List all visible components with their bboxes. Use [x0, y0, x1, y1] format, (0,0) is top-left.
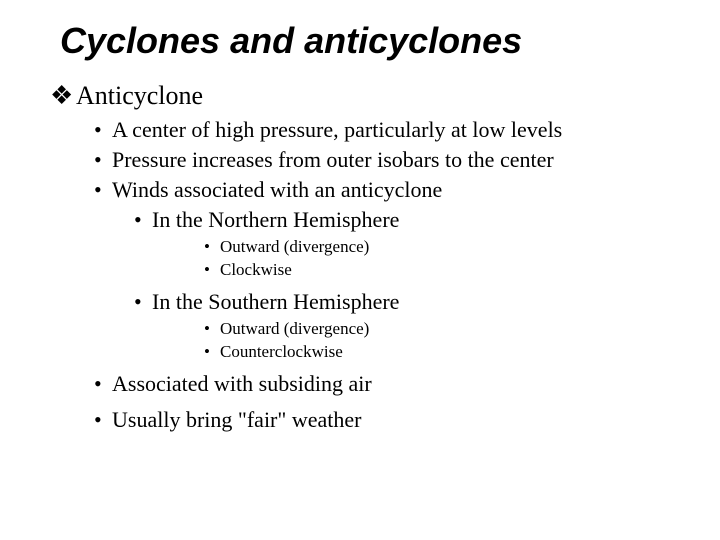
bullet-icon: •: [204, 260, 220, 280]
level4-text: Outward (divergence): [220, 319, 369, 338]
level2-text: Pressure increases from outer isobars to…: [112, 147, 554, 172]
bullet-icon: •: [94, 177, 112, 203]
level2-text: Winds associated with an anticyclone: [112, 177, 442, 202]
level2-text: Associated with subsiding air: [112, 371, 372, 396]
level3-text: In the Southern Hemisphere: [152, 289, 399, 314]
level2-text: Usually bring "fair" weather: [112, 407, 362, 432]
bullet-icon: •: [204, 237, 220, 257]
level3-item: •In the Northern Hemisphere: [134, 207, 680, 233]
level3-text: In the Northern Hemisphere: [152, 207, 399, 232]
level4-item: •Counterclockwise: [204, 342, 680, 362]
level2-text: A center of high pressure, particularly …: [112, 117, 562, 142]
diamond-bullet-icon: ❖: [50, 80, 76, 111]
level4-item: •Outward (divergence): [204, 237, 680, 257]
level2-item: •Usually bring "fair" weather: [94, 407, 680, 433]
level4-text: Clockwise: [220, 260, 292, 279]
level3-item: •In the Southern Hemisphere: [134, 289, 680, 315]
bullet-icon: •: [134, 289, 152, 315]
level2-item: •Associated with subsiding air: [94, 371, 680, 397]
bullet-icon: •: [94, 147, 112, 173]
level1-text: Anticyclone: [76, 81, 203, 110]
bullet-icon: •: [94, 371, 112, 397]
level2-item: •Pressure increases from outer isobars t…: [94, 147, 680, 173]
bullet-icon: •: [134, 207, 152, 233]
level4-text: Counterclockwise: [220, 342, 343, 361]
level4-item: •Outward (divergence): [204, 319, 680, 339]
bullet-icon: •: [204, 342, 220, 362]
level2-item: •Winds associated with an anticyclone: [94, 177, 680, 203]
level2-item: •A center of high pressure, particularly…: [94, 117, 680, 143]
level4-item: •Clockwise: [204, 260, 680, 280]
slide-title: Cyclones and anticyclones: [60, 20, 680, 62]
bullet-icon: •: [94, 407, 112, 433]
bullet-icon: •: [204, 319, 220, 339]
level4-text: Outward (divergence): [220, 237, 369, 256]
bullet-icon: •: [94, 117, 112, 143]
level1-item: ❖Anticyclone: [50, 80, 680, 111]
